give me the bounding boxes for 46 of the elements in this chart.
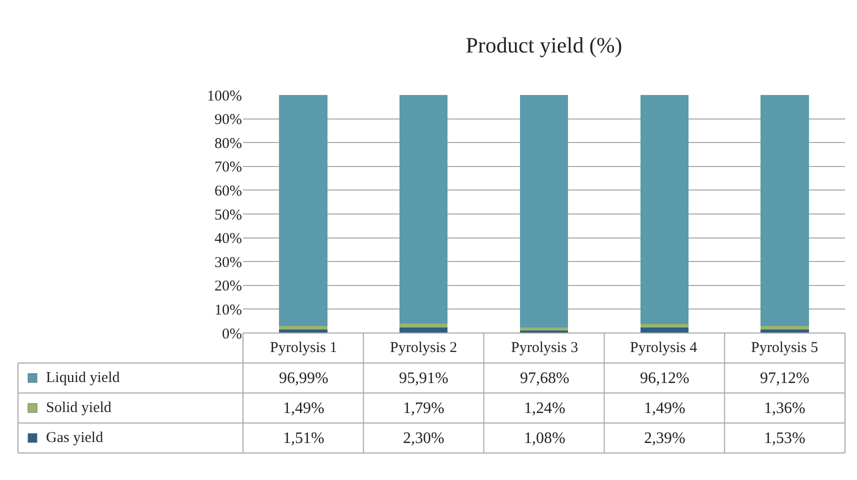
y-tick-label: 10%: [214, 302, 242, 318]
y-tick-label: 50%: [214, 207, 242, 224]
x-tick-label: Pyrolysis 3: [511, 340, 578, 356]
bar: [760, 95, 809, 326]
y-tick-label: 0%: [222, 326, 242, 342]
bar: [400, 323, 448, 328]
bar: [520, 327, 568, 330]
y-tick-label: 20%: [214, 278, 242, 295]
data-label: 96,12%: [640, 370, 690, 387]
legend-label: Gas yield: [46, 430, 104, 446]
data-label: 2,39%: [644, 430, 686, 447]
legend-label: Liquid yield: [46, 370, 120, 386]
data-label: 1,49%: [283, 400, 324, 417]
data-label: 97,68%: [520, 370, 570, 387]
bar: [400, 328, 448, 333]
x-tick-label: Pyrolysis 1: [270, 340, 338, 356]
bar: [279, 95, 328, 326]
data-label: 97,12%: [760, 370, 810, 387]
data-label: 1,24%: [524, 400, 566, 417]
y-tick-label: 70%: [214, 160, 242, 176]
bar: [640, 95, 688, 324]
data-label: 1,36%: [764, 400, 806, 417]
x-tick-label: Pyrolysis 2: [390, 340, 458, 356]
data-label: 1,08%: [524, 430, 566, 447]
y-tick-label: 90%: [214, 112, 242, 128]
y-tick-label: 40%: [214, 231, 242, 248]
y-tick-label: 80%: [214, 136, 242, 152]
bar: [279, 326, 328, 330]
data-label: 96,99%: [279, 370, 328, 387]
bar: [520, 95, 568, 328]
data-label: 95,91%: [399, 370, 448, 387]
y-tick-label: 100%: [207, 88, 242, 104]
bar: [400, 95, 448, 324]
data-label: 1,51%: [283, 430, 324, 447]
data-label: 2,30%: [403, 430, 444, 447]
legend-label: Solid yield: [46, 400, 112, 416]
y-tick-label: 60%: [214, 183, 242, 200]
data-label: 1,53%: [764, 430, 806, 447]
x-tick-label: Pyrolysis 5: [751, 340, 818, 356]
bar: [640, 324, 688, 328]
x-tick-label: Pyrolysis 4: [630, 340, 698, 356]
data-label: 1,49%: [644, 400, 686, 417]
data-label: 1,79%: [403, 400, 444, 417]
chart-title: Product yield (%): [466, 32, 622, 58]
y-tick-label: 30%: [214, 254, 242, 271]
bar: [760, 326, 809, 330]
